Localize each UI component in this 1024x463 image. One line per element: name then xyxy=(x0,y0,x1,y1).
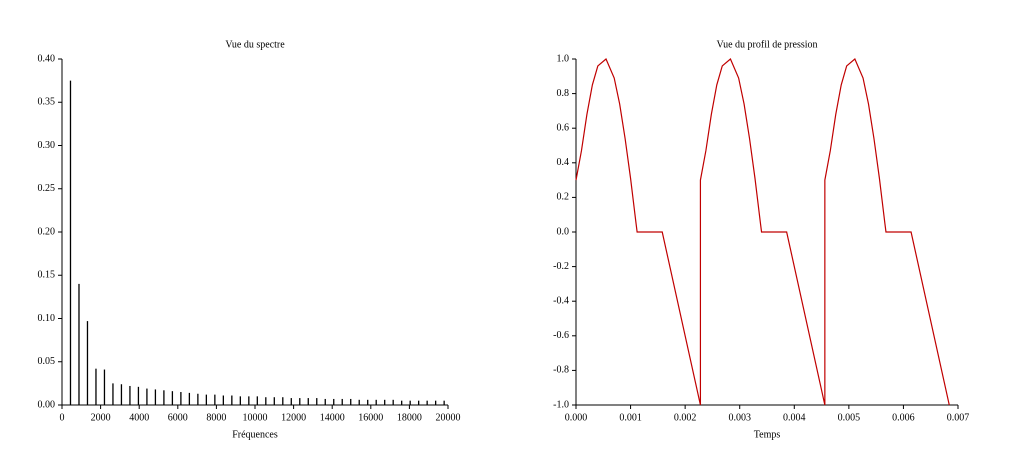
y-tick-label: 0.10 xyxy=(38,313,56,324)
x-tick-label: 0.002 xyxy=(674,412,697,423)
y-tick-label: 0.05 xyxy=(38,356,56,367)
y-tick-label: 0.25 xyxy=(38,183,56,194)
x-tick-label: 0.003 xyxy=(728,412,751,423)
y-tick-label: -0.4 xyxy=(553,295,569,306)
y-tick-label: 0.00 xyxy=(38,399,56,410)
x-tick-label: 0.006 xyxy=(892,412,915,423)
y-tick-label: -0.6 xyxy=(553,330,569,341)
y-tick-label: 0.35 xyxy=(38,97,56,108)
y-tick-label: 0.8 xyxy=(557,88,570,99)
x-tick-label: 14000 xyxy=(320,412,345,423)
x-tick-label: 2000 xyxy=(91,412,111,423)
x-tick-label: 0.001 xyxy=(619,412,642,423)
chart-title: Vue du spectre xyxy=(225,39,285,50)
x-tick-label: 18000 xyxy=(397,412,422,423)
x-tick-label: 10000 xyxy=(243,412,268,423)
chart-title: Vue du profil de pression xyxy=(716,39,817,50)
x-tick-label: 12000 xyxy=(281,412,306,423)
pressure-line xyxy=(575,58,950,406)
x-tick-label: 0.005 xyxy=(838,412,861,423)
x-tick-label: 6000 xyxy=(168,412,188,423)
y-tick-label: 0.0 xyxy=(557,226,570,237)
y-tick-label: 0.30 xyxy=(38,140,56,151)
x-tick-label: 0.004 xyxy=(783,412,806,423)
y-tick-label: -1.0 xyxy=(553,399,569,410)
x-tick-label: 20000 xyxy=(436,412,461,423)
x-tick-label: 4000 xyxy=(129,412,149,423)
x-tick-label: 16000 xyxy=(358,412,383,423)
x-tick-label: 0.007 xyxy=(947,412,970,423)
x-tick-label: 0.000 xyxy=(565,412,588,423)
x-tick-label: 8000 xyxy=(206,412,226,423)
y-tick-label: -0.2 xyxy=(553,261,569,272)
x-axis-label: Temps xyxy=(754,429,781,440)
y-tick-label: 0.6 xyxy=(557,122,570,133)
y-tick-label: 1.0 xyxy=(557,53,570,64)
y-tick-label: 0.20 xyxy=(38,226,56,237)
y-tick-label: -0.8 xyxy=(553,365,569,376)
y-tick-label: 0.2 xyxy=(557,192,570,203)
y-tick-label: 0.15 xyxy=(38,270,56,281)
y-tick-label: 0.4 xyxy=(557,157,570,168)
x-axis-label: Fréquences xyxy=(232,429,278,440)
x-tick-label: 0 xyxy=(60,412,65,423)
y-tick-label: 0.40 xyxy=(38,53,56,64)
